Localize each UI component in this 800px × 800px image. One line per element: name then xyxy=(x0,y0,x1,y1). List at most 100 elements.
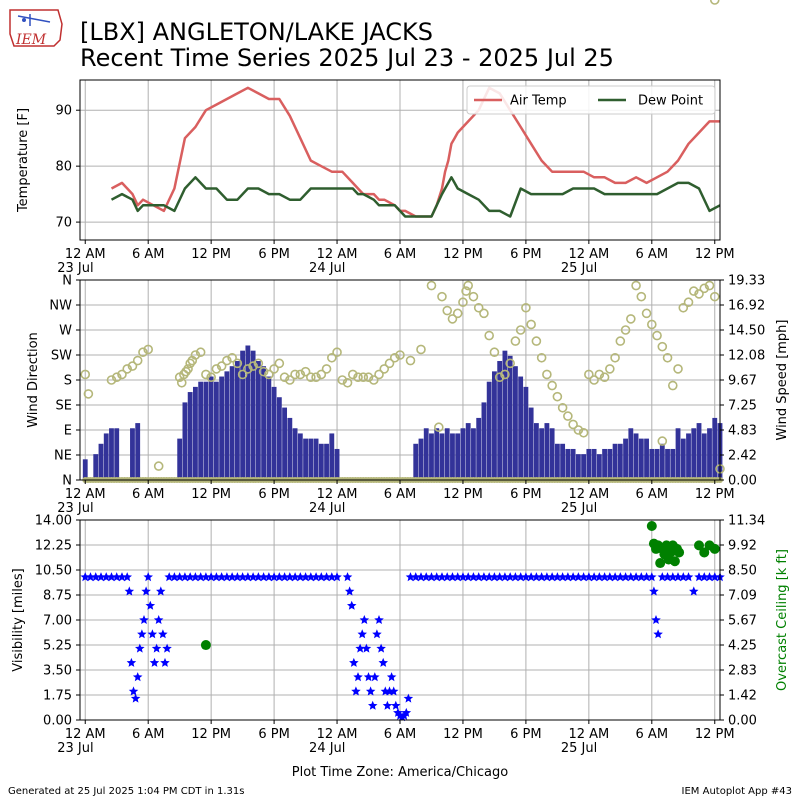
visibility-point xyxy=(432,572,442,582)
x-tick-label: 12 PM xyxy=(191,727,231,742)
visibility-point xyxy=(180,572,190,582)
wind-speed-bar xyxy=(638,438,644,480)
visibility-point xyxy=(505,572,515,582)
wind-direction-point xyxy=(437,291,447,302)
wind-speed-bar xyxy=(229,366,235,480)
wind-direction-point xyxy=(363,372,374,383)
visibility-point xyxy=(468,572,479,582)
wind-direction-point xyxy=(636,291,647,302)
y-tick-label: 12.25 xyxy=(35,539,72,554)
y-tick-label: 10.50 xyxy=(35,564,72,579)
visibility-point xyxy=(169,572,180,582)
wind-speed-bar xyxy=(665,448,670,480)
y-tick-label: 80 xyxy=(55,160,72,175)
wind-speed-bar xyxy=(554,443,560,480)
visibility-point xyxy=(248,572,258,582)
x-tick-label: 6 AM xyxy=(636,727,669,742)
visibility-point xyxy=(620,572,631,582)
wind-direction-point xyxy=(652,330,662,341)
y-tick-label: N xyxy=(62,474,72,489)
wind-direction-point xyxy=(542,369,552,380)
wind-direction-point xyxy=(190,350,201,360)
x-tick-label: 6 AM xyxy=(636,487,669,502)
wind-direction-point xyxy=(578,427,589,438)
visibility-point xyxy=(145,600,156,610)
visibility-point xyxy=(143,572,153,582)
x-tick-label: 12 PM xyxy=(443,247,483,262)
y-tick-label: 14.00 xyxy=(35,514,72,529)
wind-speed-bar xyxy=(691,428,697,480)
visibility-point xyxy=(615,572,626,582)
wind-speed-bar xyxy=(612,443,618,480)
wind-speed-bar xyxy=(255,361,261,480)
wind-direction-point xyxy=(253,358,264,369)
wind-direction-point xyxy=(122,364,133,374)
wind-speed-bar xyxy=(444,428,450,480)
wind-speed-bar xyxy=(628,428,634,480)
wind-direction-point xyxy=(295,369,306,380)
visibility-y-ticks: 0.00 1.75 3.50 5.25 7.00 8.75 10.50 12.25 14.00 xyxy=(35,514,80,729)
wind-direction-point xyxy=(211,364,222,374)
wind-direction-point xyxy=(222,355,232,366)
x-tick-label: 12 PM xyxy=(191,487,231,502)
visibility-point xyxy=(101,572,111,582)
visibility-point xyxy=(311,572,321,582)
legend-air-temp-label: Air Temp xyxy=(510,94,567,109)
wind-speed-bar xyxy=(696,423,702,480)
wind-direction-point xyxy=(657,436,668,446)
visibility-point xyxy=(222,572,232,582)
visibility-point xyxy=(370,672,380,682)
visibility-point xyxy=(122,572,132,582)
wind-speed-bar xyxy=(712,417,718,480)
wind-direction-point xyxy=(557,402,568,413)
x-tick-label: 6 AM xyxy=(132,487,165,502)
visibility-point xyxy=(264,572,274,582)
wind-speed-bar xyxy=(659,443,665,480)
visibility-point xyxy=(636,572,647,582)
wind-direction-point xyxy=(531,336,542,346)
visibility-point xyxy=(442,572,452,582)
visibility-point xyxy=(137,629,147,639)
visibility-point xyxy=(347,600,357,610)
x-tick-label: 12 PM xyxy=(695,247,735,262)
wind-speed-bar xyxy=(287,417,293,480)
x-tick-label: 6 PM xyxy=(510,247,541,262)
visibility-point xyxy=(361,643,372,653)
wind-speed-bar xyxy=(497,361,503,480)
visibility-point xyxy=(117,572,127,582)
wind-direction-point xyxy=(374,369,384,380)
visibility-point xyxy=(653,629,663,639)
wind-speed-bar xyxy=(292,428,298,480)
visibility-point xyxy=(124,586,135,596)
x-tick-label: 6 PM xyxy=(258,487,289,502)
visibility-point xyxy=(269,572,279,582)
legend-box xyxy=(466,85,716,115)
wind-direction-points xyxy=(80,0,725,483)
wind-direction-point xyxy=(683,297,694,308)
visibility-point xyxy=(130,693,141,703)
x-tick-label: 6 AM xyxy=(384,487,417,502)
visibility-point xyxy=(699,572,709,582)
visibility-point xyxy=(295,572,306,582)
wind-direction-point xyxy=(405,355,416,366)
wind-speed-bar xyxy=(523,386,529,480)
wind-direction-point xyxy=(117,369,127,380)
ceiling-point xyxy=(646,520,657,531)
wind-direction-point xyxy=(526,319,536,330)
y-right-tick-label: 1.42 xyxy=(728,689,757,704)
wind-direction-point xyxy=(584,369,594,380)
wind-direction-point xyxy=(127,361,138,371)
visibility-point xyxy=(649,586,659,596)
wind-direction-point xyxy=(447,314,458,324)
visibility-point xyxy=(536,572,547,582)
x-date-label: 25 Jul xyxy=(561,741,597,756)
visibility-point xyxy=(426,572,437,582)
wind-direction-point xyxy=(452,308,463,319)
wind-speed-bar xyxy=(492,371,497,480)
wind-speed-bar xyxy=(418,438,424,480)
wind-speed-bar xyxy=(423,428,429,480)
visibility-point xyxy=(662,572,673,582)
visibility-point xyxy=(141,586,151,596)
